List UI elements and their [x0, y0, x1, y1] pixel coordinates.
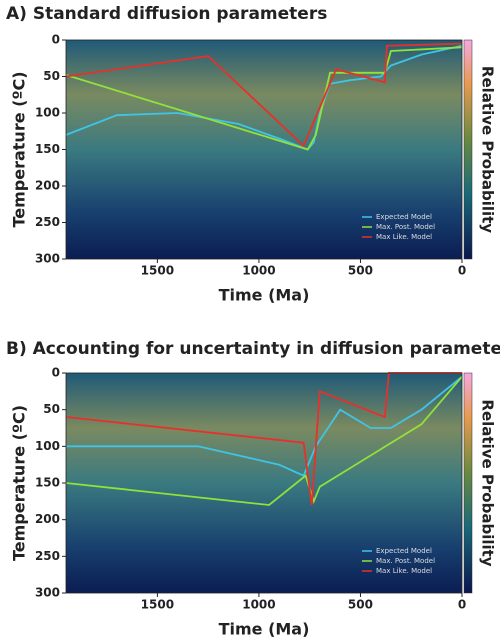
- model-line: [65, 42, 463, 148]
- chart-title: B) Accounting for uncertainty in diffusi…: [6, 339, 500, 359]
- y-axis-label: Temperature (ºC): [10, 405, 29, 561]
- y-tick-label: 50: [43, 69, 60, 83]
- y-tick-label: 250: [35, 215, 60, 229]
- y-tick-label: 150: [35, 142, 60, 156]
- y-tick-label: 300: [35, 252, 60, 266]
- plot-background: [66, 40, 462, 259]
- legend-label: Max. Post. Model: [376, 557, 435, 565]
- colorbar-label: Relative Probability: [479, 399, 497, 566]
- legend-label: Max Like. Model: [376, 233, 432, 241]
- y-tick-label: 0: [52, 33, 60, 47]
- x-tick-label: 500: [348, 264, 373, 278]
- model-line: [65, 46, 463, 151]
- y-tick-label: 150: [35, 476, 60, 490]
- x-tick-label: 1000: [242, 598, 275, 612]
- x-axis-label: Time (Ma): [219, 620, 310, 639]
- colorbar: [463, 372, 473, 594]
- plot-frame: [65, 39, 463, 260]
- x-tick-label: 1500: [141, 598, 174, 612]
- colorbar: [463, 39, 473, 260]
- y-tick-label: 250: [35, 549, 60, 563]
- colorbar-label: Relative Probability: [479, 66, 497, 233]
- plot-frame: [65, 372, 463, 594]
- x-tick-label: 1000: [242, 264, 275, 278]
- y-tick-label: 200: [35, 179, 60, 193]
- legend-label: Max. Post. Model: [376, 223, 435, 231]
- y-tick-label: 300: [35, 586, 60, 600]
- y-axis-label: Temperature (ºC): [10, 71, 29, 227]
- model-line: [66, 376, 463, 477]
- y-tick-label: 200: [35, 512, 60, 526]
- y-tick-label: 100: [35, 439, 60, 453]
- x-tick-label: 0: [458, 598, 466, 612]
- x-tick-label: 500: [348, 598, 373, 612]
- y-tick-label: 50: [43, 402, 60, 416]
- model-line: [65, 376, 463, 506]
- x-tick-label: 0: [458, 264, 466, 278]
- chart-title: A) Standard diffusion parameters: [6, 4, 327, 24]
- x-tick-label: 1500: [141, 264, 174, 278]
- x-axis-label: Time (Ma): [219, 286, 310, 305]
- plot-background: [66, 373, 462, 593]
- legend-label: Expected Model: [376, 547, 432, 555]
- legend-label: Expected Model: [376, 213, 432, 221]
- legend-label: Max Like. Model: [376, 567, 432, 575]
- y-tick-label: 100: [35, 106, 60, 120]
- y-tick-label: 0: [52, 366, 60, 380]
